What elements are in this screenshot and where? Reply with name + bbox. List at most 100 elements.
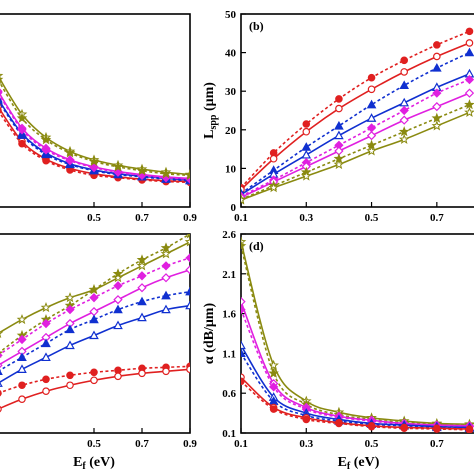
- panel-d-xtick-label: 0.5: [365, 438, 379, 450]
- panel-a-series-3-point: [0, 99, 3, 105]
- panel-b-series-0-point: [465, 27, 474, 36]
- panel-b-series-7-point: [431, 120, 443, 131]
- panel-c-series-1-point: [112, 268, 124, 279]
- panel-b-series-4-point: [432, 88, 442, 98]
- panel-d-series-7-point: [465, 426, 474, 433]
- panel-c-series-5-point: [65, 340, 75, 350]
- panel-d-series-5-point: [241, 348, 246, 358]
- panel-a-series-7-point: [112, 161, 124, 172]
- panel-d: 0.1 0.3 0.5 0.7 0.1 0.6 1.1 1.6 2.1 2.6 (d) Ef (eV)…: [202, 229, 474, 472]
- panel-a-xtick-label: 0.9: [183, 212, 197, 224]
- panel-c-series-1-point: [186, 234, 190, 239]
- panel-b-series-2-line: [241, 51, 470, 195]
- panel-b-series-7-point: [268, 182, 279, 193]
- panel-b-plot-area: [241, 27, 474, 205]
- panel-b-series-6-point: [464, 99, 474, 110]
- panel-a-series-1-point: [42, 156, 50, 165]
- panel-b-xtick-label: 0.7: [430, 212, 444, 224]
- panel-d-label: (d): [249, 239, 264, 253]
- panel-b-series-1-point: [400, 68, 408, 76]
- panel-c-series-3-point: [0, 352, 3, 359]
- panel-a-series-1-point: [0, 107, 2, 114]
- panel-b-series-7-point: [333, 158, 345, 170]
- panel-b-series-5-point: [366, 130, 377, 141]
- panel-c-series-4-point: [0, 369, 3, 375]
- panel-b-series-0-point: [335, 95, 343, 103]
- panel-b-series-1-point: [367, 85, 376, 94]
- panel-c-series-4-point: [41, 338, 51, 348]
- panel-c-series-1-point: [136, 254, 148, 265]
- panel-d-ytick-label: 0.6: [222, 388, 236, 400]
- panel-d-series-7-point: [335, 419, 343, 428]
- panel-c-series-3-point: [41, 318, 51, 329]
- panel-c-series-0-point: [0, 331, 4, 339]
- panel-c-series-7-point: [66, 381, 74, 390]
- panel-b-series-1-point: [269, 154, 278, 163]
- panel-c-series-1-point: [88, 284, 100, 295]
- panel-d-series-1-point: [268, 367, 279, 378]
- panel-d-series-7-point: [367, 422, 376, 431]
- panel-d-series-7-point: [400, 424, 408, 433]
- panel-b-series-3-point: [334, 130, 344, 140]
- panel-b-xtick-label: 0.3: [299, 212, 313, 224]
- panel-a-series-6-point: [0, 73, 4, 81]
- panel-c-series-5-point: [161, 304, 171, 314]
- panel-a-series-7-point: [88, 155, 100, 166]
- panel-a-series-7-point: [184, 169, 190, 180]
- panel-d-xlabel: Ef (eV): [338, 455, 380, 472]
- panel-c-series-4-point: [137, 296, 147, 306]
- panel-d-series-3-point: [268, 382, 279, 392]
- panel-c-series-2-point: [137, 283, 147, 293]
- panel-c-series-7-point: [186, 365, 190, 374]
- panel-c-series-2-point: [161, 273, 171, 283]
- panel-c-series-5-point: [89, 330, 99, 340]
- panel-b-ytick-label: 10: [225, 163, 237, 175]
- panel-b-ytick-label: 50: [225, 9, 237, 21]
- panel-a-series-7-point: [64, 147, 76, 158]
- panel-d-series-7-point: [269, 405, 278, 413]
- panel-c-series-7-point: [0, 405, 2, 413]
- panel-c-series-3-line: [0, 257, 190, 356]
- panel-b-ytick-label: 0: [231, 202, 237, 214]
- panel-a-series-1-point: [18, 139, 26, 148]
- panel-c-series-5-point: [41, 352, 51, 362]
- panel-b-series-3-point: [301, 149, 312, 159]
- panel-c-series-4-line: [0, 290, 190, 372]
- panel-b-ytick-label: 30: [225, 86, 237, 98]
- panel-b-series-6-line: [241, 103, 470, 201]
- panel-c-series-2-point: [113, 295, 123, 305]
- panel-b-series-5-point: [399, 115, 409, 125]
- panel-d-series-7-point: [433, 425, 441, 433]
- panel-c-series-2-point: [185, 265, 190, 275]
- panel-b-series-7-point: [300, 170, 312, 181]
- panel-a-series-7-point: [16, 112, 28, 123]
- panel-c-series-7-point: [162, 367, 170, 376]
- panel-c-series-3-point: [65, 304, 75, 315]
- panel-b-series-4-point: [366, 123, 377, 133]
- panel-c-xlabel: Ef (eV): [73, 455, 115, 472]
- panel-c-xtick-label: 0.5: [87, 438, 101, 450]
- panel-d-series-0-line: [241, 241, 470, 426]
- panel-a-series-5-point: [89, 162, 99, 173]
- panel-c-series-6-point: [0, 389, 2, 397]
- panel-d-xtick-label: 0.1: [234, 438, 248, 450]
- panel-a-series-7-point: [136, 165, 148, 176]
- panel-c-series-3-point: [161, 261, 171, 271]
- panel-d-series-7-point: [302, 415, 311, 424]
- panel-a-series-5-point: [41, 145, 51, 155]
- panel-c-series-5-point: [17, 364, 27, 373]
- panel-a-series-7-point: [160, 168, 172, 179]
- panel-d-plot-area: [241, 236, 474, 433]
- panel-c-series-5-point: [137, 312, 147, 322]
- panel-b-series-7-point: [398, 133, 410, 144]
- panel-b-series-4-point: [399, 105, 409, 116]
- panel-a-series-5-point: [17, 125, 27, 135]
- panel-b-ytick-label: 20: [225, 125, 237, 137]
- panel-b-series-0-point: [433, 41, 441, 49]
- panel-d-ytick-label: 0.1: [222, 428, 236, 440]
- panel-c: 0.5 0.7 0.9 Ef (eV): [0, 233, 197, 472]
- panel-d-series-7-point: [241, 377, 245, 386]
- panel-a-series-3-point: [17, 130, 27, 139]
- panel-b-series-2-point: [432, 63, 442, 72]
